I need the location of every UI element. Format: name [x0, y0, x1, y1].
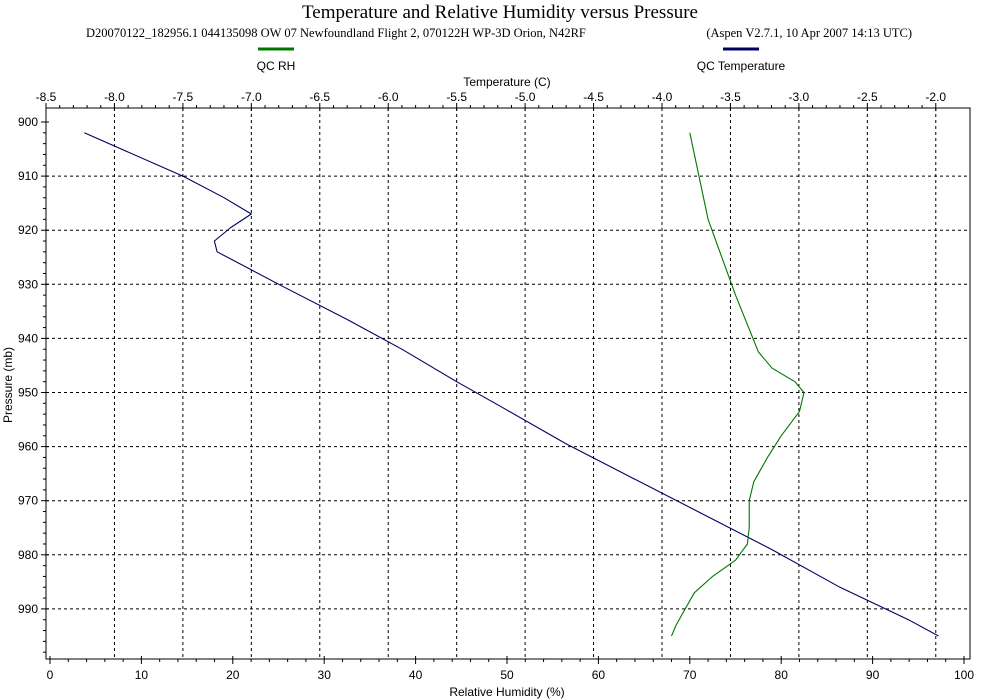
- bottom-axis-tick-label: 70: [683, 668, 697, 682]
- legend-label: QC Temperature: [697, 59, 786, 73]
- top-axis-tick-label: -4.0: [652, 90, 673, 104]
- plot-frame: [45, 107, 971, 660]
- series-line-qc-rh: [670, 132, 805, 637]
- top-axis-tick-label: -7.0: [241, 90, 262, 104]
- series-group: [84, 132, 939, 637]
- bottom-axis-tick-label: 50: [500, 668, 514, 682]
- chart-subtitle-left: D20070122_182956.1 044135098 OW 07 Newfo…: [86, 26, 586, 40]
- bottom-axis-tick-label: 10: [135, 668, 149, 682]
- top-axis-tick-label: -6.0: [378, 90, 399, 104]
- top-axis-tick-label: -3.0: [789, 90, 810, 104]
- top-axis-tick-label: -2.5: [857, 90, 878, 104]
- left-axis-tick-label: 910: [18, 169, 38, 183]
- bottom-axis-tick-label: 90: [866, 668, 880, 682]
- bottom-axis-tick-label: 80: [775, 668, 789, 682]
- left-axis-tick-label: 960: [18, 440, 38, 454]
- bottom-axis-tick-label: 60: [592, 668, 606, 682]
- bottom-axis-tick-label: 0: [47, 668, 54, 682]
- top-axis-tick-label: -8.0: [104, 90, 125, 104]
- legend-label: QC RH: [257, 59, 296, 73]
- top-axis-tick-label: -2.0: [925, 90, 946, 104]
- bottom-axis-label: Relative Humidity (%): [449, 685, 564, 699]
- left-axis-tick-label: 930: [18, 277, 38, 291]
- series-line-qc-temperature: [84, 132, 939, 637]
- chart-title: Temperature and Relative Humidity versus…: [302, 2, 698, 23]
- top-axis-tick-label: -5.0: [515, 90, 536, 104]
- bottom-axis: 0 10 20 30 40 50 60 70 80 90 100: [47, 656, 974, 682]
- top-axis-tick-label: -5.5: [446, 90, 467, 104]
- bottom-axis-tick-label: 30: [318, 668, 332, 682]
- chart-subtitle-right: (Aspen V2.7.1, 10 Apr 2007 14:13 UTC): [706, 26, 912, 40]
- left-axis-tick-label: 970: [18, 494, 38, 508]
- left-axis-tick-label: 940: [18, 331, 38, 345]
- top-axis: -8.5 -8.0 -7.5 -7.0 -6.5 -6.0 -5.5 -5.0 -4.5 -4.0…: [36, 90, 946, 111]
- left-axis-tick-label: 980: [18, 548, 38, 562]
- legend: QC RH QC Temperature: [257, 47, 786, 73]
- left-axis-tick-label: 920: [18, 223, 38, 237]
- left-axis-label: Pressure (mb): [1, 347, 15, 423]
- top-axis-tick-label: -3.5: [720, 90, 741, 104]
- left-axis-tick-label: 900: [18, 115, 38, 129]
- top-axis-tick-label: -4.5: [583, 90, 604, 104]
- grid: [46, 108, 970, 659]
- top-axis-label: Temperature (C): [463, 75, 550, 89]
- top-axis-tick-label: -8.5: [36, 90, 57, 104]
- plot-border: [45, 107, 971, 660]
- top-axis-tick-label: -7.5: [173, 90, 194, 104]
- bottom-axis-tick-label: 100: [954, 668, 974, 682]
- left-axis: 900 910 920 930 940 950 960 970 980 990: [18, 115, 49, 653]
- left-axis-tick-label: 950: [18, 386, 38, 400]
- top-axis-tick-label: -6.5: [309, 90, 330, 104]
- left-axis-tick-label: 990: [18, 602, 38, 616]
- bottom-axis-tick-label: 40: [409, 668, 423, 682]
- bottom-axis-tick-label: 20: [226, 668, 240, 682]
